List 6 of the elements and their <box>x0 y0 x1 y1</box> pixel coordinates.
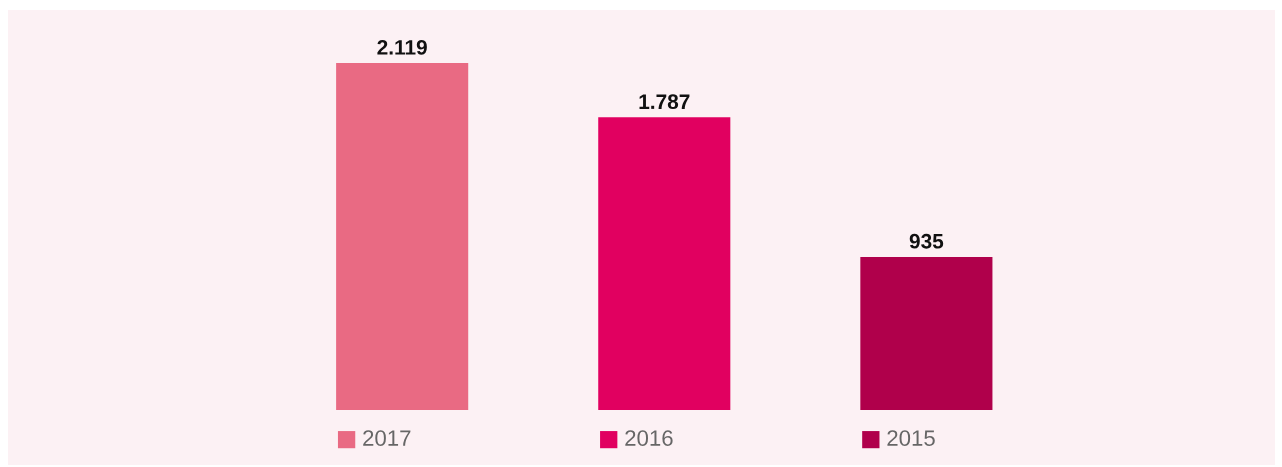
data-label: 1.787 <box>639 94 690 110</box>
x-tick-label: 2016 <box>625 430 673 446</box>
data-label: 2.119 <box>377 39 427 55</box>
data-label: 935 <box>909 233 944 249</box>
x-tick-label: 2015 <box>887 430 935 446</box>
x-tick-label: 2017 <box>363 430 411 446</box>
